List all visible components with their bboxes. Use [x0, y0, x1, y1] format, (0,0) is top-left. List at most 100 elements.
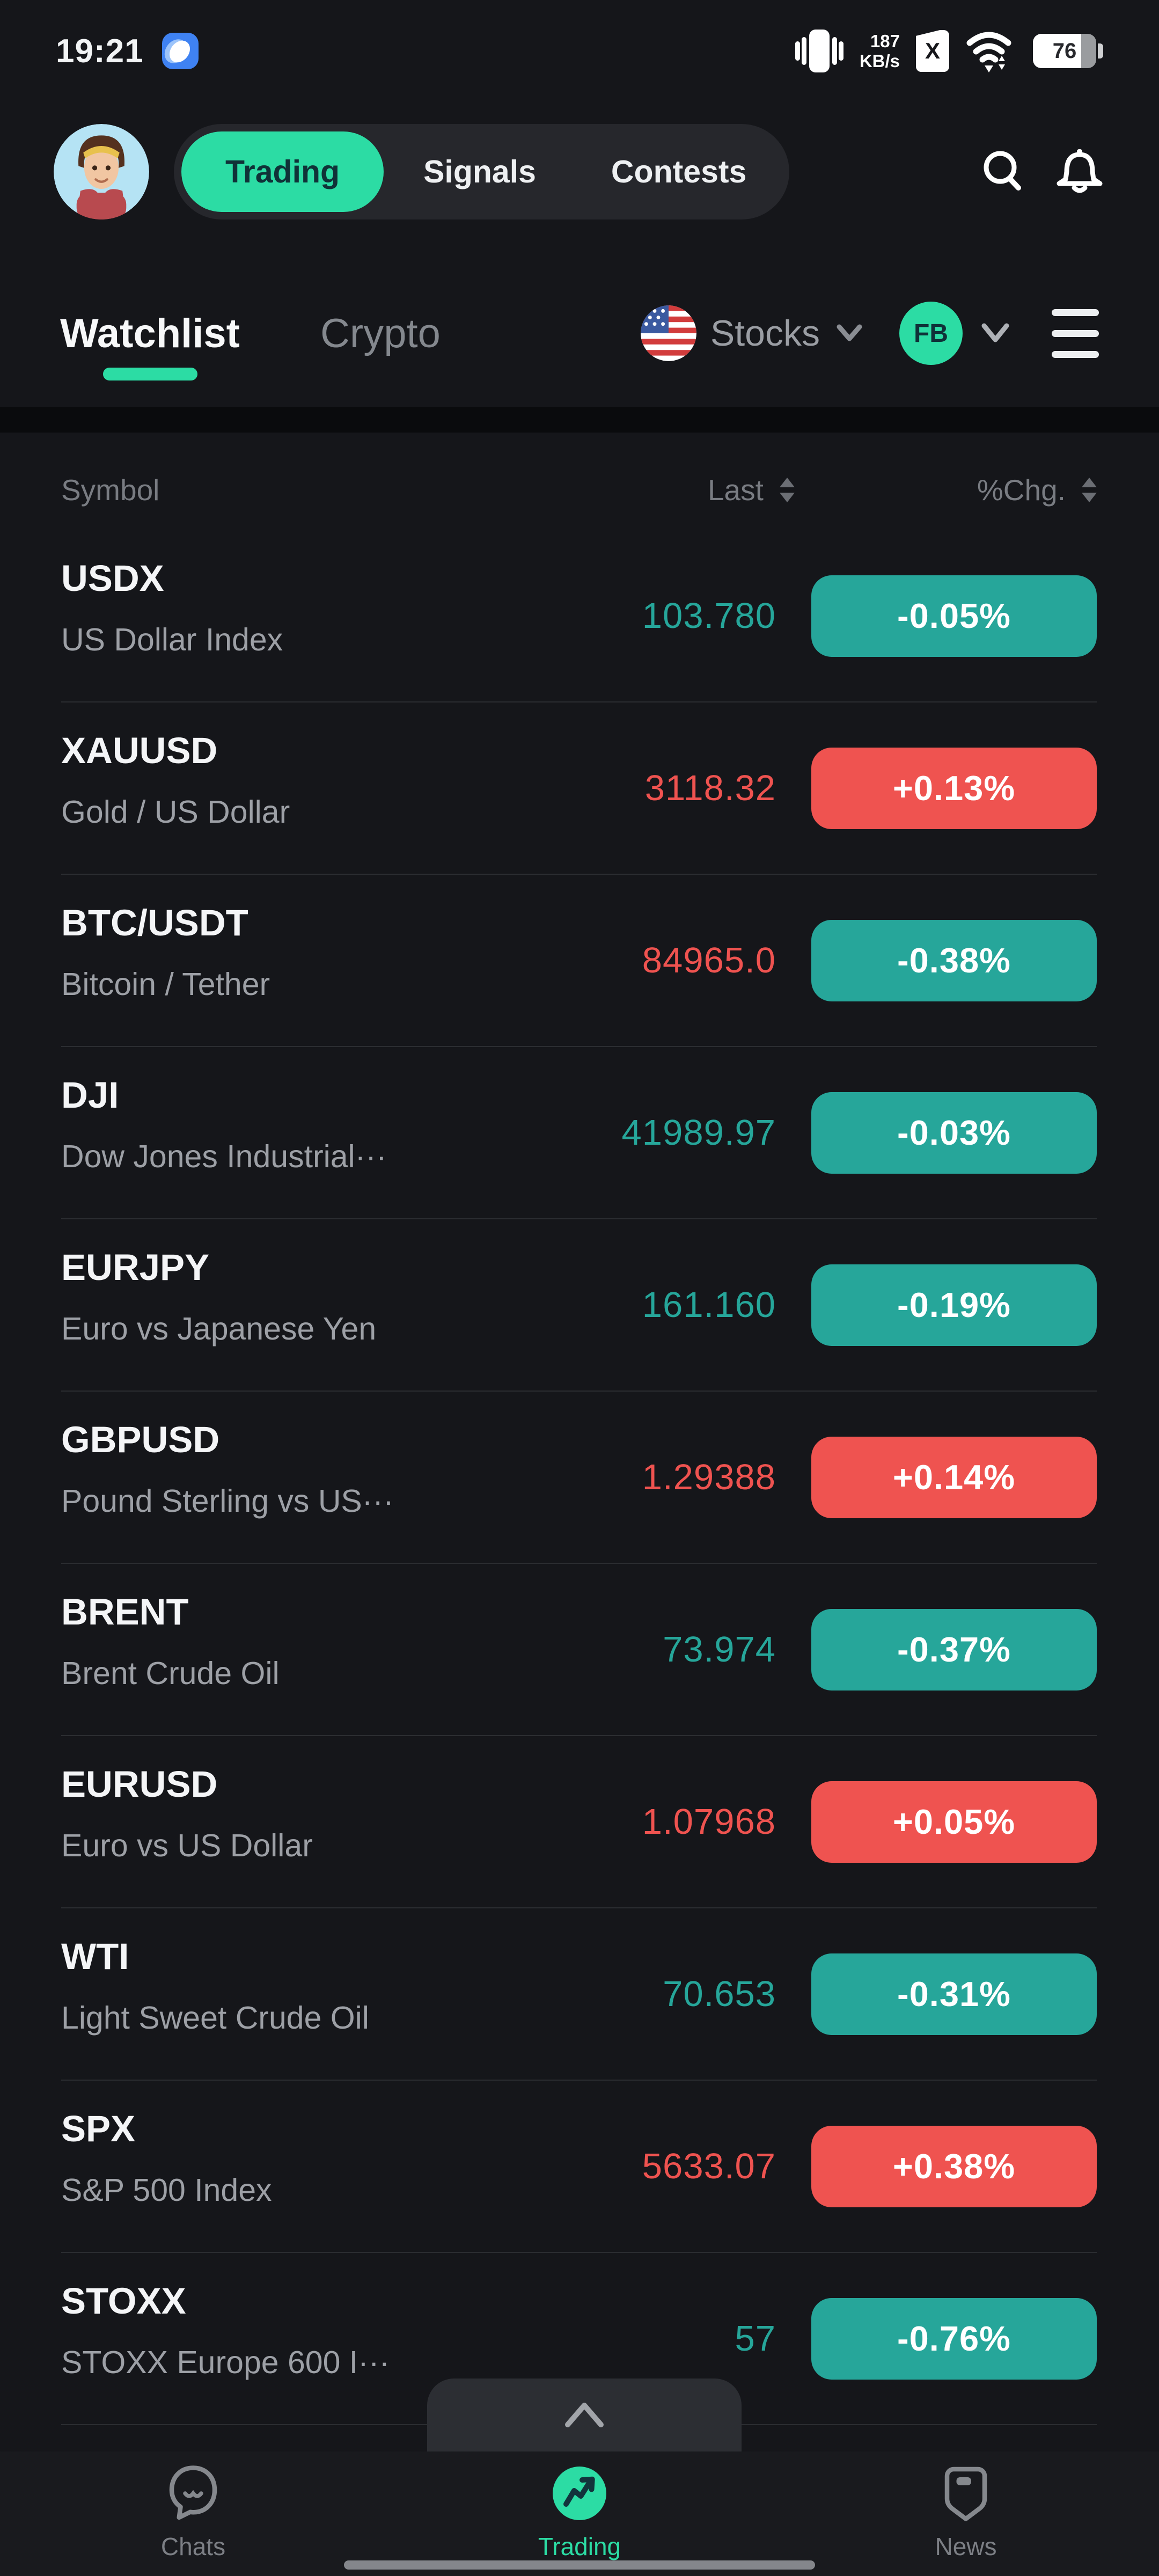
menu-icon[interactable] [1052, 309, 1099, 358]
symbol-name: EURUSD [61, 1763, 218, 1805]
profile-avatar[interactable] [54, 124, 149, 219]
active-tab-underline [102, 367, 197, 380]
chevron-down-icon [981, 323, 1009, 342]
last-price: 73.974 [663, 1629, 776, 1670]
chats-icon [169, 2465, 217, 2520]
tab-trading[interactable]: Trading [181, 131, 384, 212]
market-selector[interactable]: Stocks [640, 305, 865, 361]
watchlist-row[interactable]: SPX S&P 500 Index 5633.07 +0.38% [61, 2081, 1097, 2253]
section-divider [0, 407, 1159, 433]
sort-icon [779, 478, 795, 502]
last-price: 1.07968 [642, 1802, 776, 1842]
header-symbol: Symbol [61, 473, 160, 507]
watchlist-row[interactable]: DJI Dow Jones Industrial··· 41989.97 -0.… [61, 1047, 1097, 1219]
last-price: 161.160 [642, 1285, 776, 1325]
tab-contests[interactable]: Contests [611, 154, 747, 189]
trading-icon [553, 2467, 606, 2520]
change-badge[interactable]: -0.38% [811, 919, 1097, 1001]
symbol-name: SPX [61, 2108, 136, 2149]
tab-watchlist[interactable]: Watchlist [60, 310, 240, 380]
chevron-down-icon [837, 324, 862, 341]
network-speed: 187 KB/s [859, 31, 900, 71]
clock: 19:21 [56, 32, 144, 70]
symbol-description: S&P 500 Index [61, 2172, 272, 2208]
watchlist-row[interactable]: XAUUSD Gold / US Dollar 3118.32 +0.13% [61, 702, 1097, 875]
scroll-to-top-button[interactable] [427, 2379, 742, 2451]
watchlist-row[interactable]: GBPUSD Pound Sterling vs US··· 1.29388 +… [61, 1392, 1097, 1564]
watchlist-navigation: Watchlist Crypto [0, 293, 1159, 380]
sort-icon [1082, 478, 1097, 502]
news-icon [944, 2467, 987, 2521]
symbol-name: XAUUSD [61, 730, 218, 771]
symbol-name: GBPUSD [61, 1419, 220, 1460]
header-last[interactable]: Last [708, 473, 795, 507]
last-price: 57 [735, 2318, 776, 2359]
account-badge: FB [899, 302, 963, 365]
vibrate-mode-icon [795, 26, 843, 76]
sim-error-icon: X [916, 30, 949, 72]
symbol-description: Bitcoin / Tether [61, 967, 270, 1002]
symbol-description: Euro vs US Dollar [61, 1828, 313, 1863]
search-icon[interactable] [978, 146, 1029, 197]
change-badge[interactable]: +0.13% [811, 747, 1097, 829]
notifications-bell-icon[interactable] [1054, 146, 1105, 197]
header-change[interactable]: %Chg. [795, 473, 1097, 507]
last-price: 5633.07 [642, 2146, 776, 2186]
watchlist-rows: USDX US Dollar Index 103.780 -0.05% XAUU… [61, 530, 1097, 2425]
symbol-description: Euro vs Japanese Yen [61, 1311, 377, 1346]
symbol-description: Light Sweet Crude Oil [61, 2000, 369, 2036]
symbol-description: US Dollar Index [61, 622, 283, 657]
watchlist-row[interactable]: BTC/USDT Bitcoin / Tether 84965.0 -0.38% [61, 875, 1097, 1047]
last-price: 1.29388 [642, 1457, 776, 1497]
symbol-description: Gold / US Dollar [61, 794, 290, 830]
change-badge[interactable]: +0.38% [811, 2125, 1097, 2207]
change-badge[interactable]: -0.37% [811, 1608, 1097, 1690]
tab-crypto[interactable]: Crypto [320, 310, 441, 356]
tab-signals[interactable]: Signals [423, 154, 536, 189]
symbol-name: STOXX [61, 2280, 186, 2322]
watchlist-row[interactable]: BRENT Brent Crude Oil 73.974 -0.37% [61, 1564, 1097, 1736]
symbol-name: EURJPY [61, 1247, 210, 1288]
watchlist-row[interactable]: WTI Light Sweet Crude Oil 70.653 -0.31% [61, 1908, 1097, 2081]
account-selector[interactable]: FB [899, 302, 1012, 365]
wifi-icon [965, 27, 1017, 76]
watchlist-table: Symbol Last %Chg. USDX US Dollar Index 1… [0, 433, 1159, 2425]
symbol-name: WTI [61, 1936, 129, 1977]
symbol-description: Dow Jones Industrial··· [61, 1139, 387, 1174]
symbol-description: STOXX Europe 600 I··· [61, 2345, 390, 2380]
home-indicator[interactable] [344, 2560, 815, 2570]
symbol-name: BTC/USDT [61, 902, 248, 943]
top-navigation: Trading Signals Contests [0, 102, 1159, 241]
last-price: 84965.0 [642, 940, 776, 980]
us-flag-icon [640, 305, 696, 361]
symbol-name: USDX [61, 558, 164, 599]
nav-item-news[interactable]: News [773, 2451, 1159, 2576]
change-badge[interactable]: -0.05% [811, 575, 1097, 657]
change-badge[interactable]: -0.76% [811, 2297, 1097, 2380]
change-badge[interactable]: +0.05% [811, 1781, 1097, 1863]
watchlist-row[interactable]: EURJPY Euro vs Japanese Yen 161.160 -0.1… [61, 1219, 1097, 1392]
nav-item-chats[interactable]: Chats [0, 2451, 386, 2576]
last-price: 103.780 [642, 596, 776, 636]
status-bar: 19:21 187 KB/s X [0, 0, 1159, 102]
last-price: 41989.97 [621, 1113, 776, 1153]
change-badge[interactable]: -0.03% [811, 1092, 1097, 1174]
change-badge[interactable]: -0.31% [811, 1953, 1097, 2035]
last-price: 3118.32 [644, 768, 776, 808]
change-badge[interactable]: -0.19% [811, 1264, 1097, 1346]
change-badge[interactable]: +0.14% [811, 1436, 1097, 1518]
watchlist-row[interactable]: USDX US Dollar Index 103.780 -0.05% [61, 530, 1097, 702]
table-header: Symbol Last %Chg. [61, 433, 1097, 508]
watchlist-row[interactable]: EURUSD Euro vs US Dollar 1.07968 +0.05% [61, 1736, 1097, 1908]
last-price: 70.653 [663, 1974, 776, 2014]
notification-app-icon [162, 33, 199, 69]
battery-indicator: 76 [1033, 34, 1103, 68]
symbol-description: Brent Crude Oil [61, 1656, 280, 1691]
nav-item-trading[interactable]: Trading [386, 2451, 773, 2576]
section-tabs: Trading Signals Contests [174, 124, 790, 219]
bottom-navigation: Chats Trading News [0, 2451, 1159, 2576]
symbol-name: BRENT [61, 1591, 189, 1633]
symbol-description: Pound Sterling vs US··· [61, 1483, 394, 1519]
symbol-name: DJI [61, 1074, 119, 1116]
